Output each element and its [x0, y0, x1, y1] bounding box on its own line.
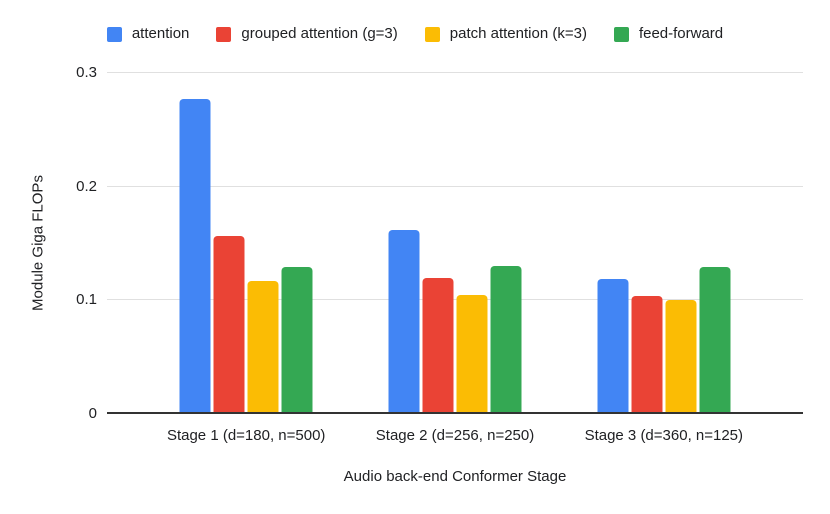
bar-feed-forward: [699, 267, 731, 414]
legend-swatch-grouped-attention-g-3: [216, 26, 232, 42]
legend-label: grouped attention (g=3): [241, 25, 398, 42]
legend-label: attention: [131, 25, 190, 42]
bar-grouped-attention-g-3: [631, 295, 663, 414]
y-tick-label: 0.3: [76, 64, 97, 81]
legend-swatch-feed-forward: [613, 26, 629, 42]
x-axis-title: Audio back-end Conformer Stage: [343, 468, 567, 485]
x-category-label: Stage 2 (d=256, n=250): [375, 427, 535, 444]
legend-item-feed-forward: feed-forward: [613, 25, 724, 43]
bar-group-stage-2: [388, 73, 522, 414]
bar-feed-forward: [490, 266, 522, 414]
legend-label: feed-forward: [638, 25, 724, 42]
legend-swatch-attention: [106, 26, 122, 42]
bar-grouped-attention-g-3: [422, 277, 454, 414]
legend: attention grouped attention (g=3) patch at…: [0, 25, 830, 43]
bar-attention: [388, 229, 420, 414]
bar-patch-attention-k-3: [456, 294, 488, 414]
bar-group-stage-3: [597, 73, 731, 414]
y-tick-label: 0.1: [76, 291, 97, 309]
x-category-label: Stage 3 (d=360, n=125): [584, 427, 744, 444]
gridline: [107, 72, 803, 73]
y-tick-label: 0: [88, 405, 97, 422]
gridline: [107, 185, 803, 187]
bar-attention: [179, 99, 211, 414]
gridline: [107, 299, 803, 301]
legend-item-grouped-attention-g-3: grouped attention (g=3): [216, 25, 398, 43]
legend-swatch-patch-attention-k-3: [424, 26, 440, 42]
axis-baseline: [107, 412, 803, 414]
legend-item-attention: attention: [106, 25, 190, 43]
bar-attention: [597, 278, 629, 414]
bar-grouped-attention-g-3: [213, 235, 245, 414]
plot-area: [107, 72, 803, 414]
legend-item-patch-attention-k-3: patch attention (k=3): [424, 25, 587, 43]
legend-label: patch attention (k=3): [449, 25, 587, 42]
y-tick-label: 0.2: [76, 177, 97, 195]
bar-group-stage-1: [179, 73, 313, 414]
x-category-label: Stage 1 (d=180, n=500): [166, 427, 326, 444]
bar-patch-attention-k-3: [247, 281, 279, 414]
bar-feed-forward: [281, 267, 313, 414]
bar-patch-attention-k-3: [665, 300, 697, 414]
